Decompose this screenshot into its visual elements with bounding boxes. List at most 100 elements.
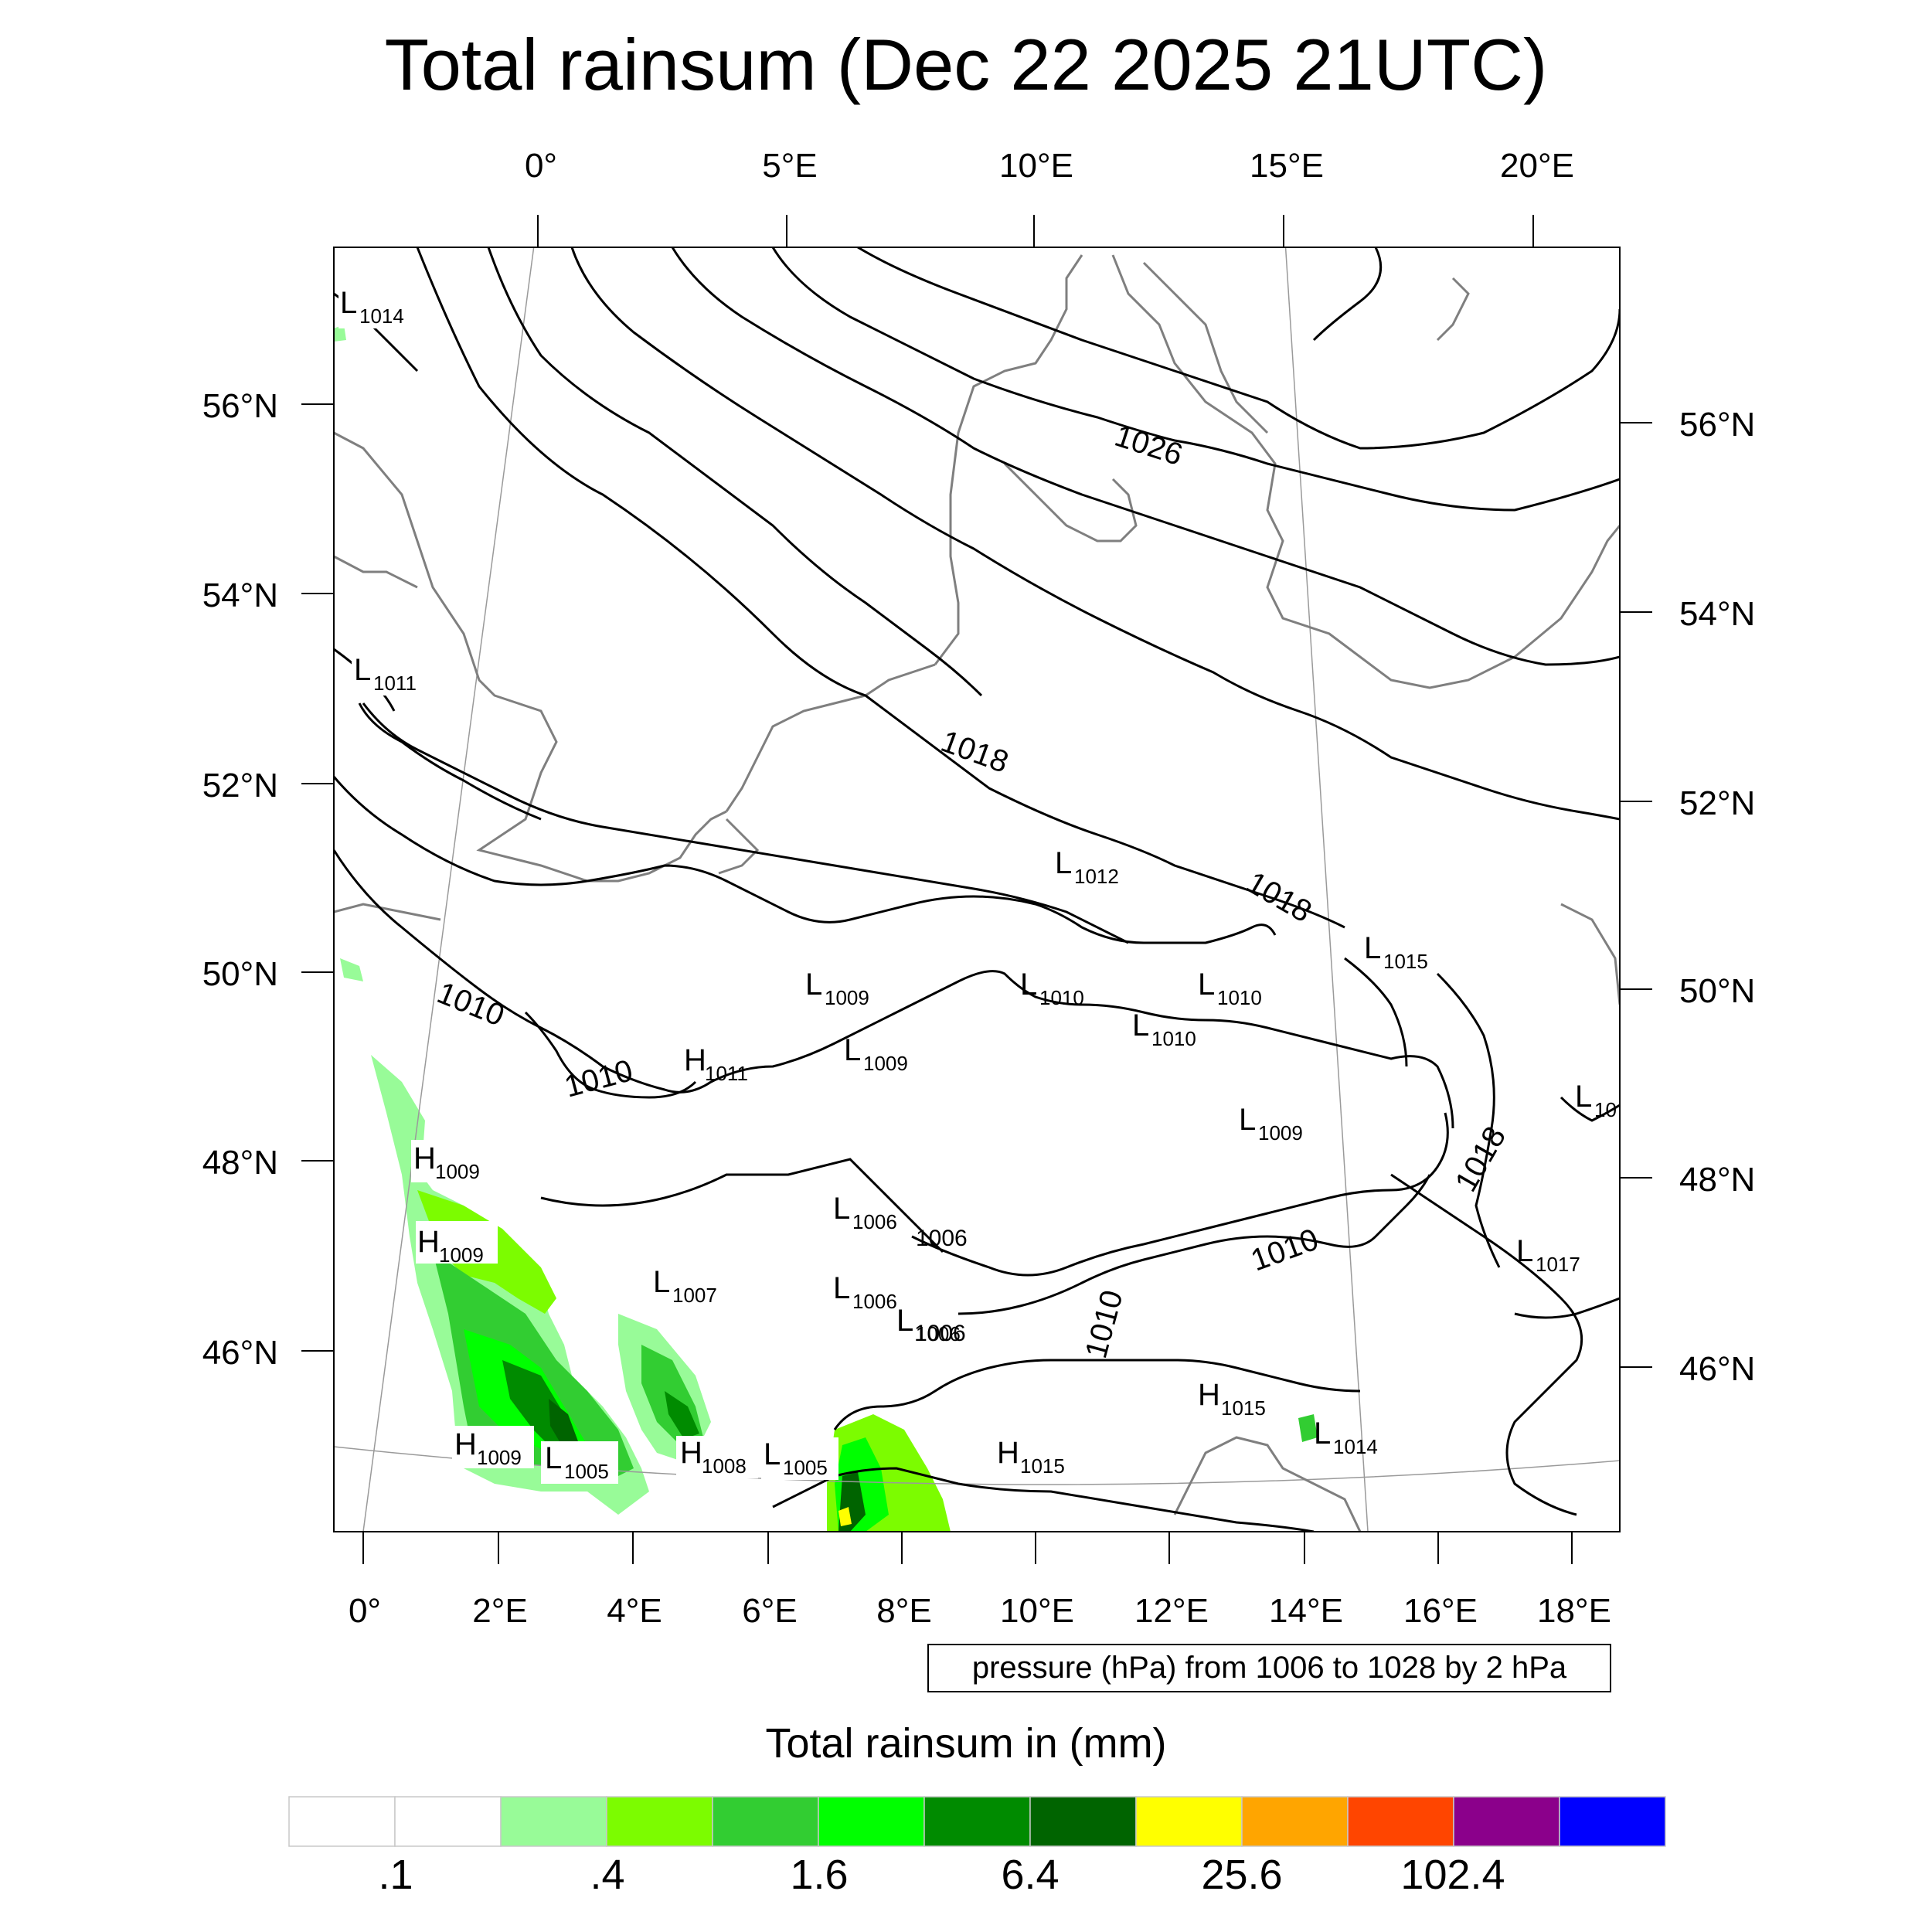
colorbar-title: Total rainsum in (mm) <box>765 1720 1167 1767</box>
top-lon-label: 0° <box>524 147 558 185</box>
svg-text:1010: 1010 <box>1039 986 1084 1009</box>
pressure-center: L 1014 <box>338 286 417 328</box>
bottom-lon-label: 0° <box>348 1592 382 1630</box>
pressure-center: H 1009 <box>416 1221 498 1267</box>
colorbar-label: .4 <box>590 1852 625 1898</box>
svg-text:L: L <box>653 1265 670 1299</box>
colorbar-swatch <box>1453 1796 1560 1847</box>
svg-text:1010: 1010 <box>1151 1027 1196 1050</box>
pressure-center: H 1008 <box>676 1436 758 1478</box>
isobar-label: 1006 <box>914 1321 966 1346</box>
pressure-center: L 1006 <box>833 1192 897 1233</box>
svg-text:L: L <box>764 1437 781 1471</box>
colorbar-swatch <box>288 1796 396 1847</box>
colorbar-label: .1 <box>378 1852 413 1898</box>
svg-text:10: 10 <box>1594 1098 1617 1121</box>
svg-text:1011: 1011 <box>705 1062 748 1085</box>
pressure-center: L 10 <box>1575 1080 1617 1121</box>
bottom-lon-label: 6°E <box>742 1592 798 1630</box>
bottom-lon-label: 10°E <box>1000 1592 1074 1630</box>
colorbar-swatch <box>500 1796 607 1847</box>
svg-text:L: L <box>354 653 371 687</box>
svg-text:1017: 1017 <box>1536 1253 1580 1276</box>
svg-text:L: L <box>833 1192 850 1226</box>
isobar-labels: 1026 1018 1018 1018 1010 1010 1010 1010 … <box>433 419 1513 1362</box>
svg-text:L: L <box>844 1033 861 1067</box>
bottom-lon-label: 12°E <box>1134 1592 1209 1630</box>
svg-text:L: L <box>1198 968 1215 1002</box>
pressure-center: L 1009 <box>1239 1103 1303 1145</box>
svg-text:1014: 1014 <box>1333 1435 1378 1458</box>
svg-text:1014: 1014 <box>359 304 404 328</box>
pressure-center: H 1015 <box>1198 1378 1266 1420</box>
svg-text:1010: 1010 <box>1217 986 1262 1009</box>
pressure-center: H 1009 <box>411 1140 493 1183</box>
isobar-label: 1018 <box>1241 866 1318 930</box>
svg-text:H: H <box>1198 1378 1220 1412</box>
left-lat-label: 56°N <box>202 387 278 425</box>
svg-text:L: L <box>340 286 357 320</box>
pressure-center: L 1010 <box>1020 968 1084 1009</box>
isobar-label: 1010 <box>433 976 509 1033</box>
colorbar-label: 1.6 <box>790 1852 849 1898</box>
pressure-center: L 1005 <box>761 1437 838 1480</box>
bottom-lon-label: 16°E <box>1403 1592 1478 1630</box>
svg-text:L: L <box>896 1304 913 1338</box>
pressure-center: L 1012 <box>1055 846 1119 888</box>
svg-text:1009: 1009 <box>435 1160 480 1183</box>
colorbar-swatch <box>1347 1796 1454 1847</box>
svg-text:L: L <box>1132 1009 1149 1043</box>
svg-text:1005: 1005 <box>783 1456 828 1479</box>
pressure-centers: L 1014 L 1011 L 1012 L 1015 L 1009 L 1010 L 101… <box>338 286 1617 1484</box>
pressure-center: L 1009 <box>844 1033 908 1075</box>
colorbar-swatch <box>923 1796 1031 1847</box>
isobar-label: 1010 <box>1247 1223 1323 1278</box>
colorbar-swatch <box>1241 1796 1349 1847</box>
pressure-center: L 1014 <box>1314 1417 1378 1458</box>
right-lat-label: 48°N <box>1679 1161 1756 1199</box>
colorbar-swatch <box>1135 1796 1243 1847</box>
colorbar-swatch <box>712 1796 819 1847</box>
pressure-center: L 1010 <box>1132 1009 1196 1050</box>
rainfall-shading <box>334 325 1318 1532</box>
left-lat-label: 52°N <box>202 767 278 804</box>
isobar-label: 1018 <box>937 724 1013 780</box>
coastlines <box>334 254 1620 1532</box>
top-lon-label: 10°E <box>999 147 1073 185</box>
svg-text:1009: 1009 <box>439 1243 484 1267</box>
pressure-center: H 1009 <box>452 1426 534 1469</box>
svg-text:L: L <box>1239 1103 1256 1137</box>
svg-text:1009: 1009 <box>1258 1121 1303 1145</box>
svg-text:H: H <box>997 1436 1019 1470</box>
isobar-label: 1006 <box>916 1226 968 1251</box>
svg-text:L: L <box>1516 1234 1533 1268</box>
svg-text:1015: 1015 <box>1221 1396 1266 1420</box>
top-lon-label: 15°E <box>1250 147 1324 185</box>
colorbar-label: 25.6 <box>1201 1852 1283 1898</box>
svg-text:L: L <box>805 968 822 1002</box>
pressure-center: L 1007 <box>653 1265 717 1307</box>
isobar-label: 1010 <box>1079 1287 1130 1362</box>
colorbar-swatch <box>1559 1796 1666 1847</box>
left-lat-label: 54°N <box>202 577 278 614</box>
svg-text:L: L <box>1364 931 1381 965</box>
colorbar-swatch <box>394 1796 502 1847</box>
pressure-center: L 1005 <box>541 1441 618 1484</box>
pressure-center: L 1006 <box>896 1304 961 1345</box>
left-lat-label: 50°N <box>202 955 278 993</box>
top-lon-label: 20°E <box>1500 147 1574 185</box>
svg-text:1012: 1012 <box>1074 865 1119 888</box>
svg-text:H: H <box>680 1436 702 1470</box>
left-lat-label: 48°N <box>202 1144 278 1182</box>
pressure-center: L 1017 <box>1516 1234 1580 1276</box>
bottom-lon-label: 14°E <box>1269 1592 1343 1630</box>
map-border <box>333 247 1621 1532</box>
svg-text:L: L <box>1314 1417 1331 1451</box>
bottom-lon-label: 2°E <box>472 1592 528 1630</box>
colorbar-swatch <box>1029 1796 1137 1847</box>
svg-text:L: L <box>1020 968 1037 1002</box>
svg-text:1011: 1011 <box>373 672 417 695</box>
